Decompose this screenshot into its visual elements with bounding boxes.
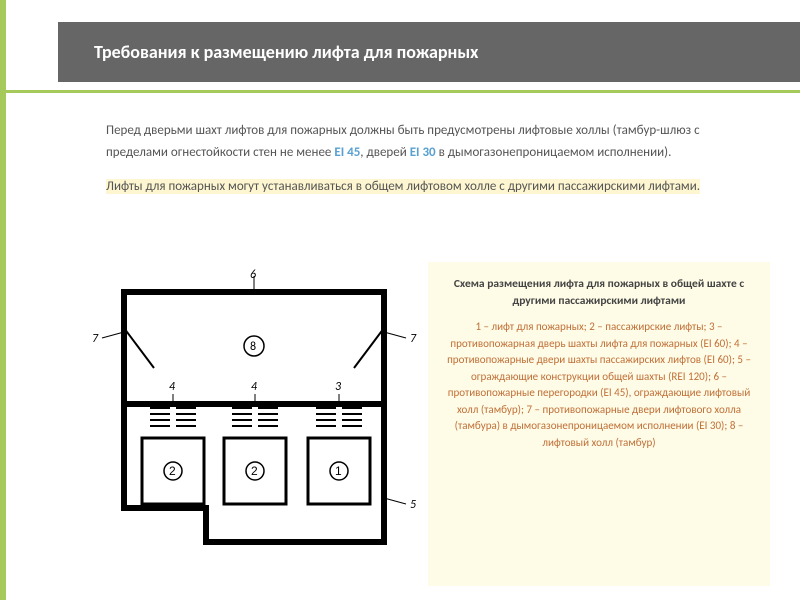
- p1-seg3: в дымогазонепроницаемом исполнении).: [436, 145, 672, 160]
- diagram: 4 4 3 2 2 1: [78, 262, 428, 586]
- caption: Схема размещения лифта для пожарных в об…: [428, 262, 770, 586]
- label-3: 3: [335, 380, 341, 394]
- diagram-svg: 4 4 3 2 2 1: [84, 268, 422, 568]
- cabin-label-2a: 2: [169, 464, 176, 478]
- slide: Требования к размещению лифта для пожарн…: [0, 0, 800, 600]
- label-5: 5: [410, 498, 416, 512]
- caption-title: Схема размещения лифта для пожарных в об…: [442, 276, 756, 309]
- label-4b: 4: [251, 380, 258, 394]
- cabin-label-2b: 2: [251, 464, 258, 478]
- lower-panel: 4 4 3 2 2 1: [78, 262, 770, 586]
- label-4a: 4: [169, 380, 176, 394]
- p1-seg2: , дверей: [360, 145, 409, 160]
- accent-line: [6, 90, 800, 93]
- label-7-left: 7: [92, 332, 99, 346]
- ei-45: EI 45: [334, 145, 360, 160]
- paragraph-1: Перед дверьми шахт лифтов для пожарных д…: [106, 120, 750, 164]
- cabin-label-1: 1: [335, 464, 342, 478]
- body-text: Перед дверьми шахт лифтов для пожарных д…: [106, 120, 750, 210]
- label-8: 8: [250, 340, 256, 354]
- ei-30: EI 30: [410, 145, 436, 160]
- slide-title: Требования к размещению лифта для пожарн…: [94, 41, 478, 63]
- slide-header: Требования к размещению лифта для пожарн…: [58, 22, 800, 82]
- paragraph-2: Лифты для пожарных могут устанавливаться…: [106, 176, 750, 198]
- label-7-right: 7: [410, 332, 417, 346]
- p2-text: Лифты для пожарных могут устанавливаться…: [106, 179, 700, 194]
- label-6: 6: [250, 268, 256, 282]
- caption-body: 1 – лифт для пожарных; 2 – пассажирские …: [442, 319, 756, 451]
